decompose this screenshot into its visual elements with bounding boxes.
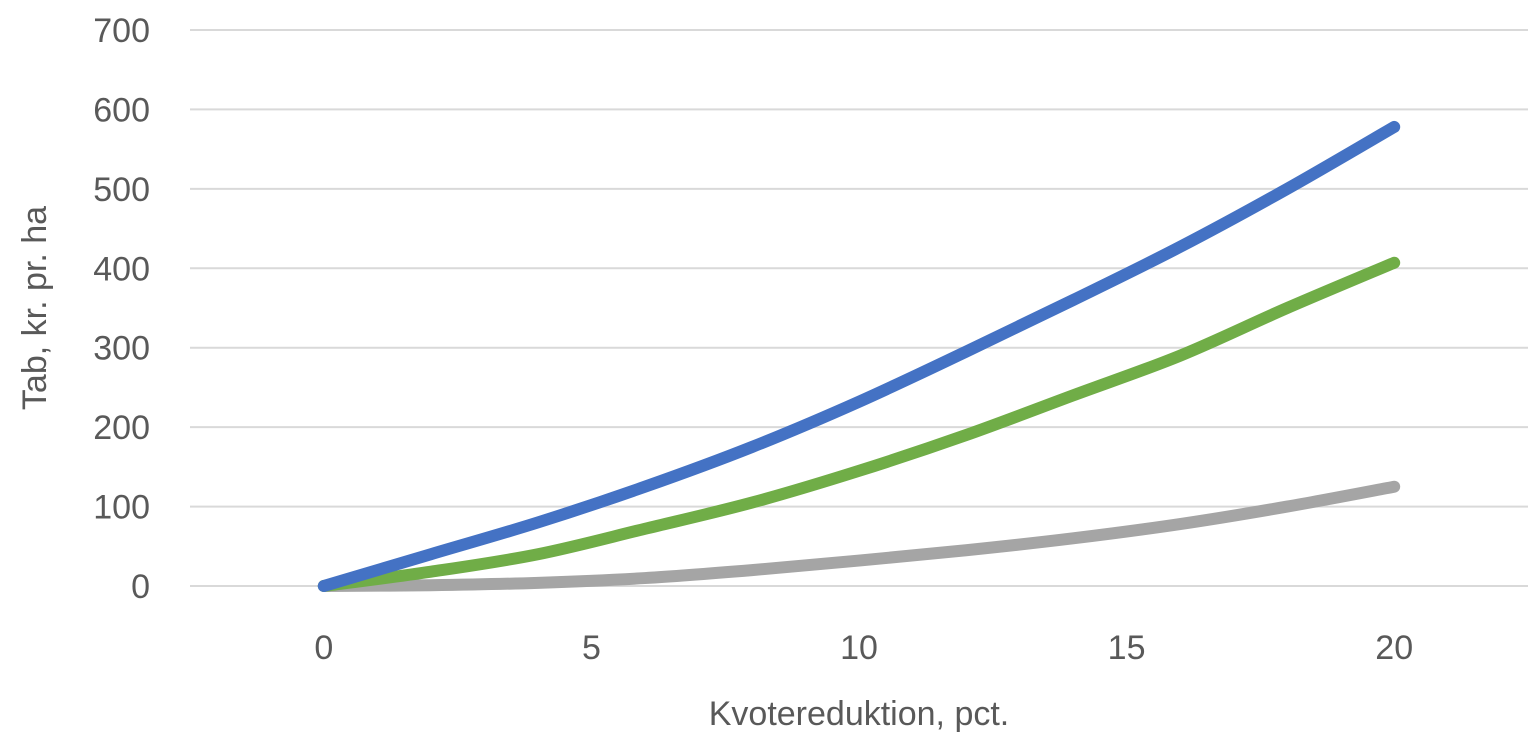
x-tick-label: 5 xyxy=(582,629,601,667)
series-line-2 xyxy=(317,256,1401,592)
x-tick-label: 20 xyxy=(1375,629,1413,667)
gridlines xyxy=(190,29,1528,587)
series-line-1 xyxy=(317,120,1401,592)
y-tick-label: 400 xyxy=(93,250,150,288)
series-line-3 xyxy=(317,480,1401,592)
x-axis-title: Kvotereduktion, pct. xyxy=(709,695,1010,733)
x-tick-label: 10 xyxy=(840,629,878,667)
y-tick-label: 300 xyxy=(93,330,150,368)
x-axis-ticks: 0 5 10 15 20 xyxy=(314,629,1413,667)
y-tick-label: 200 xyxy=(93,409,150,447)
y-axis-ticks: 0 100 200 300 400 500 600 700 xyxy=(93,12,150,606)
y-tick-label: 600 xyxy=(93,91,150,129)
y-tick-label: 100 xyxy=(93,489,150,527)
y-tick-label: 0 xyxy=(131,568,150,606)
y-tick-label: 700 xyxy=(93,12,150,50)
y-tick-label: 500 xyxy=(93,171,150,209)
y-axis-title: Tab, kr. pr. ha xyxy=(16,206,54,410)
x-tick-label: 15 xyxy=(1108,629,1146,667)
series-lines xyxy=(317,120,1401,592)
x-tick-label: 0 xyxy=(314,629,333,667)
